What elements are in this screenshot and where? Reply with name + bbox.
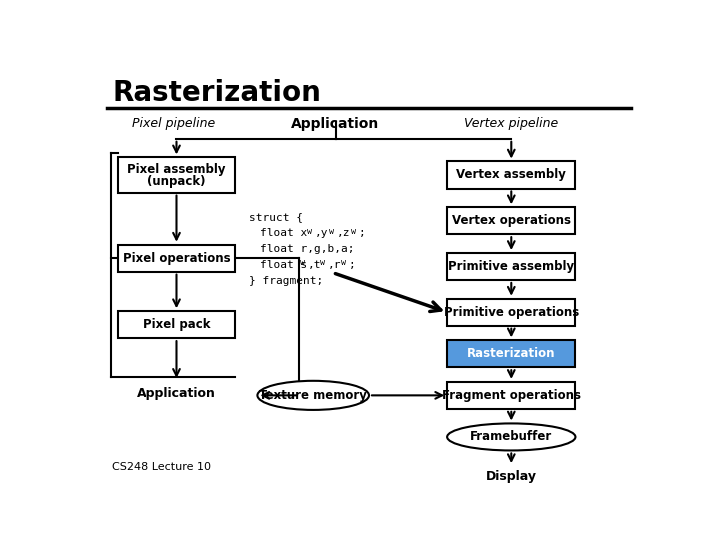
- Text: Pixel pipeline: Pixel pipeline: [132, 117, 215, 130]
- Text: Vertex pipeline: Vertex pipeline: [464, 117, 559, 130]
- Text: Application: Application: [137, 387, 216, 400]
- Text: float s: float s: [260, 260, 307, 270]
- Text: Rasterization: Rasterization: [112, 79, 321, 107]
- Text: float x: float x: [260, 228, 307, 238]
- Text: w: w: [341, 258, 346, 267]
- Text: (unpack): (unpack): [148, 175, 206, 188]
- Text: w: w: [351, 227, 356, 235]
- Text: Framebuffer: Framebuffer: [470, 430, 552, 443]
- Text: } fragment;: } fragment;: [249, 275, 323, 286]
- Ellipse shape: [258, 381, 369, 410]
- Text: Primitive operations: Primitive operations: [444, 306, 579, 319]
- FancyBboxPatch shape: [447, 161, 575, 188]
- Text: ;: ;: [359, 228, 365, 238]
- Text: CS248 Lecture 10: CS248 Lecture 10: [112, 462, 212, 472]
- Text: w: w: [320, 258, 325, 267]
- Text: ,z: ,z: [337, 228, 350, 238]
- Text: ,r: ,r: [328, 260, 342, 270]
- Text: ,t: ,t: [308, 260, 322, 270]
- FancyBboxPatch shape: [447, 253, 575, 280]
- Ellipse shape: [447, 423, 575, 450]
- Text: Texture memory: Texture memory: [259, 389, 367, 402]
- Text: Vertex operations: Vertex operations: [451, 214, 571, 227]
- FancyBboxPatch shape: [447, 382, 575, 409]
- Text: ,y: ,y: [315, 228, 328, 238]
- Text: Vertex assembly: Vertex assembly: [456, 168, 566, 181]
- FancyBboxPatch shape: [118, 245, 235, 272]
- FancyBboxPatch shape: [447, 207, 575, 234]
- Text: Application: Application: [292, 117, 379, 131]
- Text: Primitive assembly: Primitive assembly: [449, 260, 575, 273]
- Text: Pixel pack: Pixel pack: [143, 318, 210, 331]
- Text: struct {: struct {: [249, 212, 303, 222]
- Text: w: w: [300, 258, 305, 267]
- Text: Display: Display: [486, 470, 537, 483]
- Text: w: w: [307, 227, 312, 235]
- FancyBboxPatch shape: [447, 340, 575, 367]
- Text: ;: ;: [348, 260, 355, 270]
- Text: w: w: [329, 227, 334, 235]
- Text: Rasterization: Rasterization: [467, 347, 556, 360]
- FancyBboxPatch shape: [118, 311, 235, 338]
- Text: float r,g,b,a;: float r,g,b,a;: [260, 244, 355, 254]
- Text: Fragment operations: Fragment operations: [442, 389, 581, 402]
- Text: Pixel operations: Pixel operations: [122, 252, 230, 265]
- FancyBboxPatch shape: [447, 299, 575, 326]
- FancyBboxPatch shape: [118, 157, 235, 193]
- Text: Pixel assembly: Pixel assembly: [127, 163, 226, 176]
